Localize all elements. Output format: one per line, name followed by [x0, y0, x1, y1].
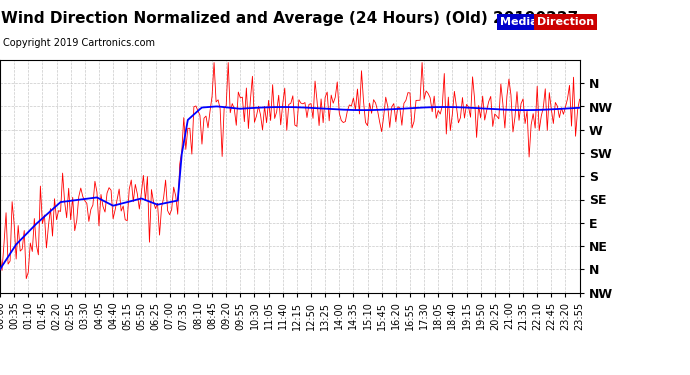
Text: Direction: Direction [537, 17, 594, 27]
Text: Copyright 2019 Cartronics.com: Copyright 2019 Cartronics.com [3, 38, 155, 48]
Text: Median: Median [500, 17, 546, 27]
Text: Wind Direction Normalized and Average (24 Hours) (Old) 20190227: Wind Direction Normalized and Average (2… [1, 11, 578, 26]
